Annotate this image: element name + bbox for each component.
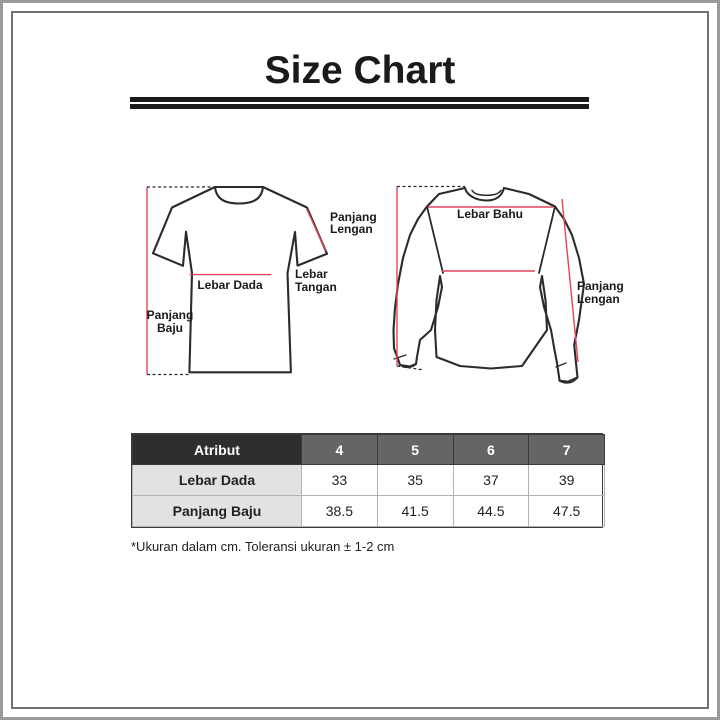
svg-text:Baju: Baju	[157, 321, 183, 335]
svg-text:Lebar Dada: Lebar Dada	[197, 278, 263, 292]
svg-text:Lebar Bahu: Lebar Bahu	[457, 207, 523, 221]
svg-text:Panjang: Panjang	[147, 308, 194, 322]
svg-text:Lengan: Lengan	[577, 292, 620, 306]
svg-text:Lengan: Lengan	[330, 222, 373, 236]
svg-text:Panjang: Panjang	[577, 279, 624, 293]
svg-text:Tangan: Tangan	[295, 280, 337, 294]
svg-text:Lebar: Lebar	[295, 267, 328, 281]
